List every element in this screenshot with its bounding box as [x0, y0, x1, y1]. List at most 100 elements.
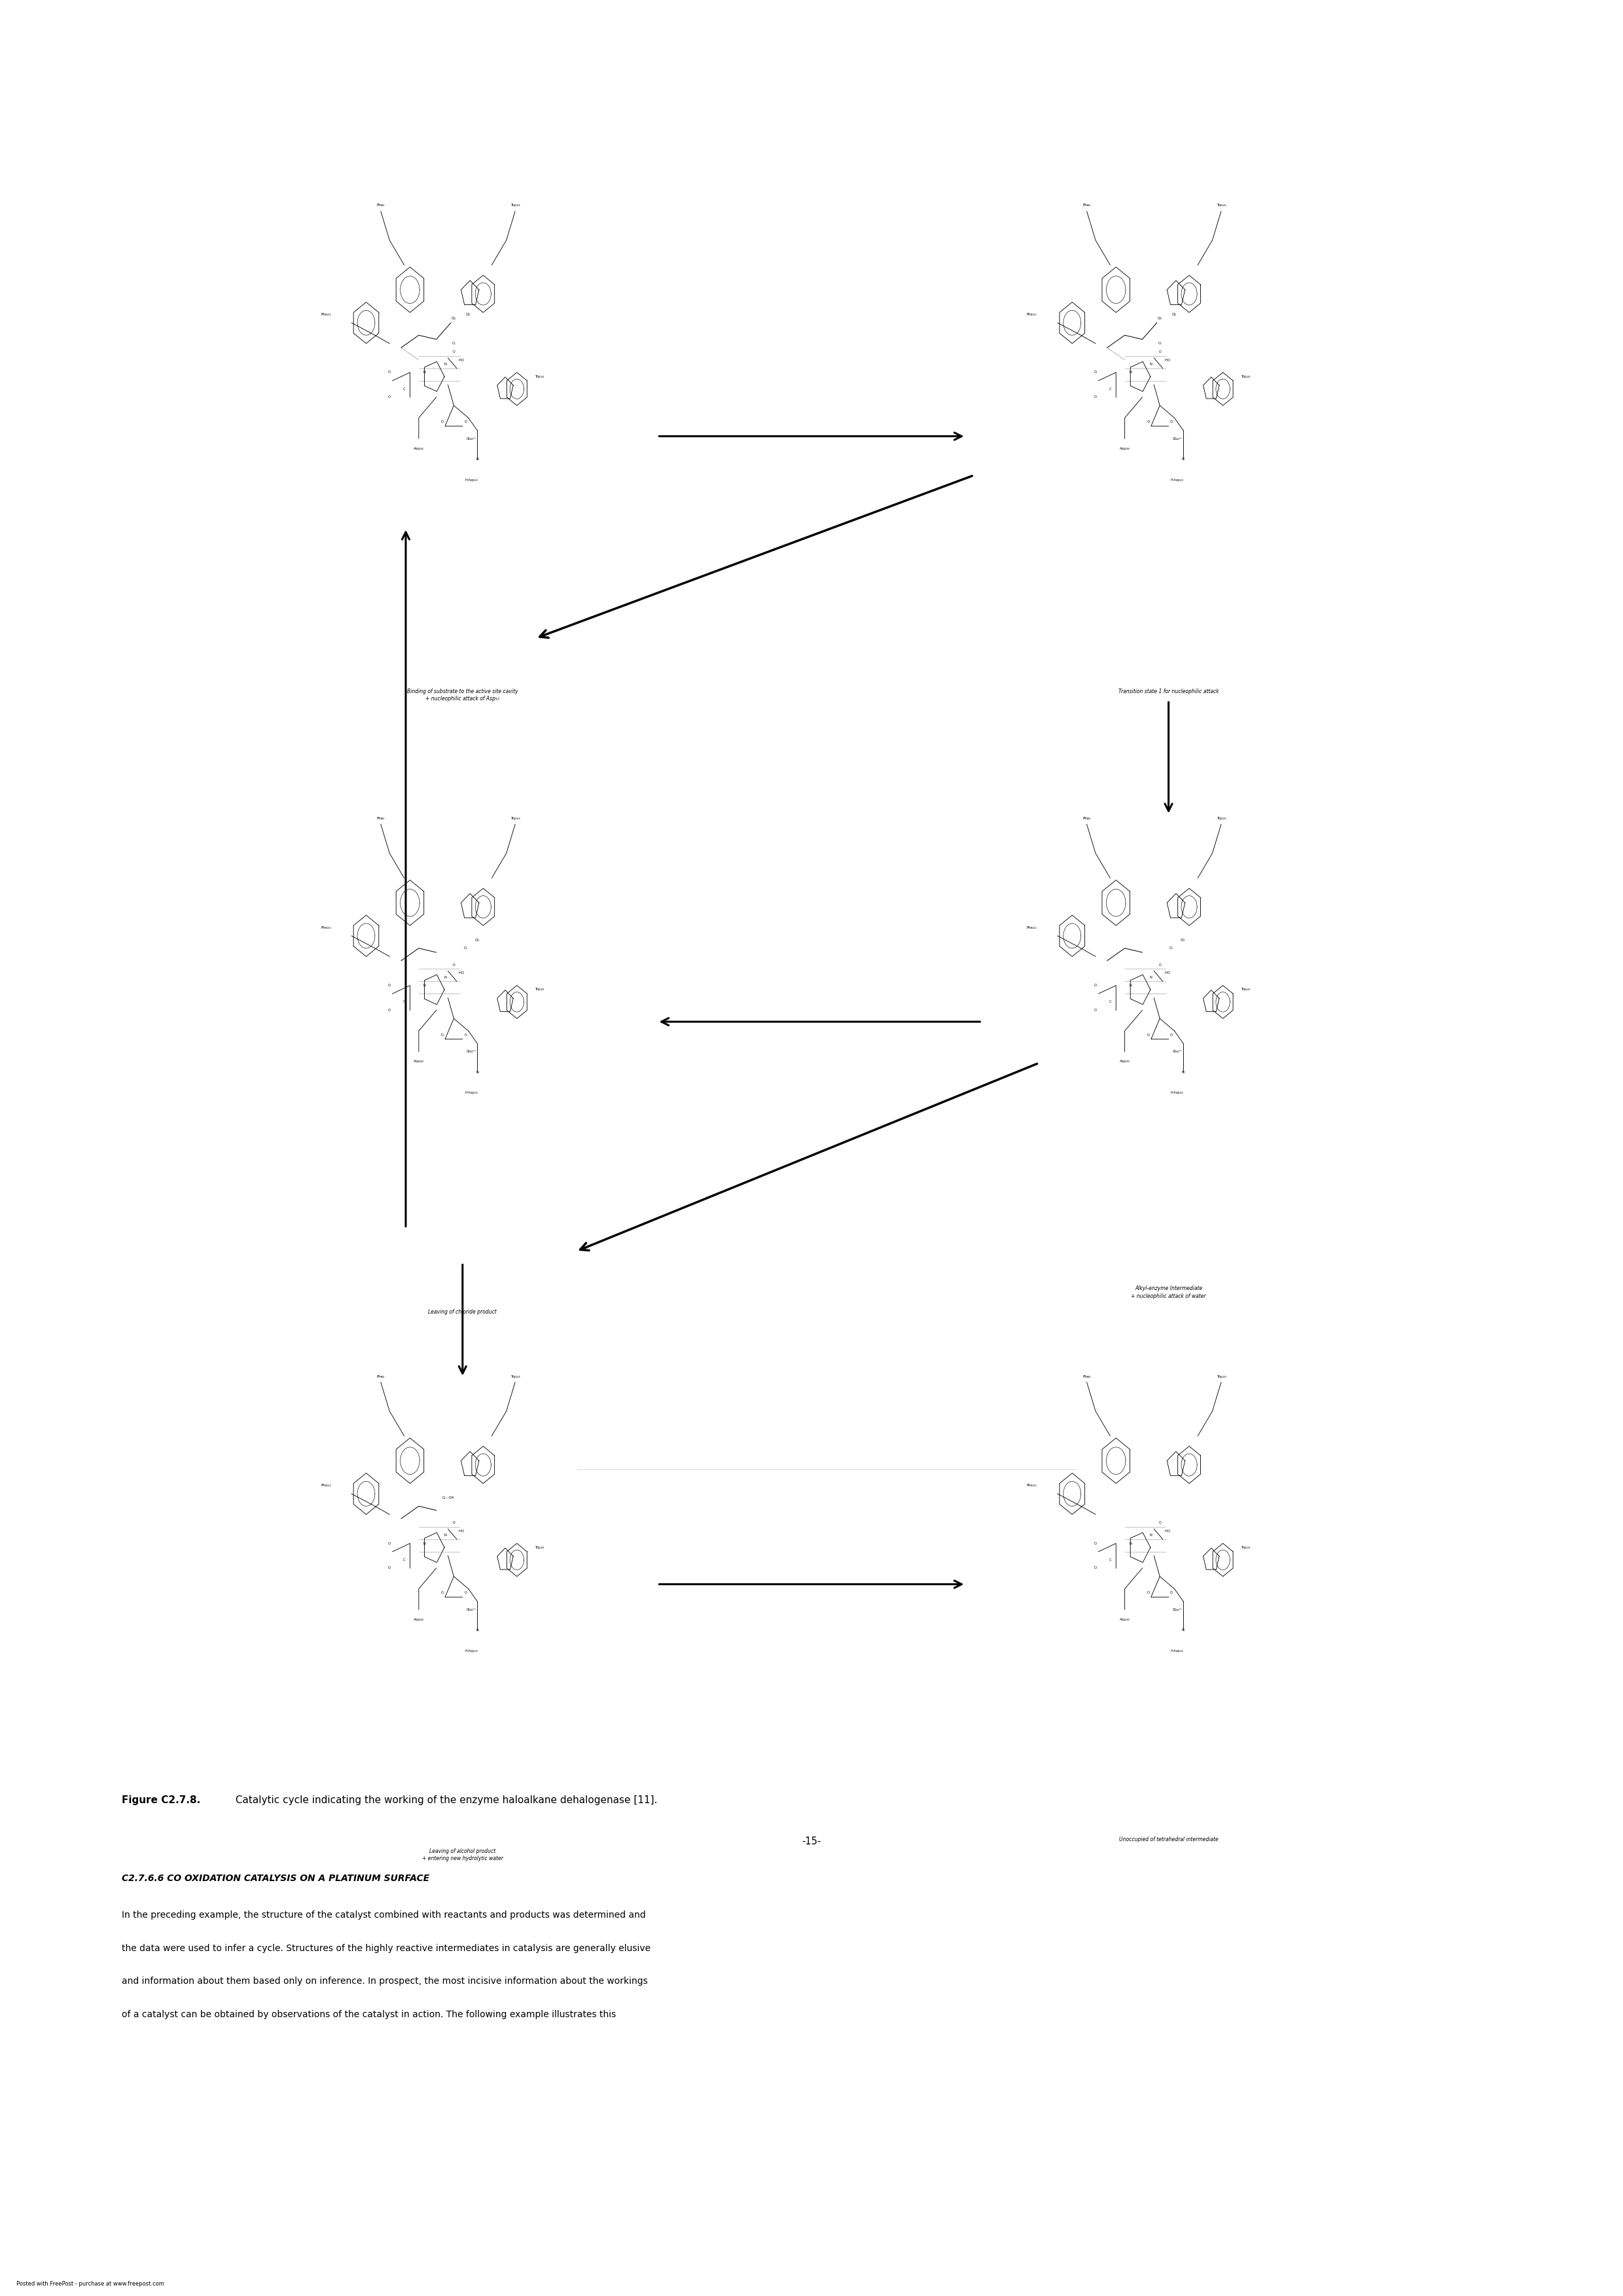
Text: Trp₁₄₃: Trp₁₄₃	[510, 1375, 519, 1378]
Text: Phe₄: Phe₄	[377, 1375, 385, 1378]
Text: N: N	[476, 457, 479, 461]
Text: In the preceding example, the structure of the catalyst combined with reactants : In the preceding example, the structure …	[122, 1910, 646, 1919]
Text: O: O	[1167, 1529, 1170, 1534]
Text: O: O	[1159, 962, 1160, 967]
Text: Unoccupied of tetrahedral intermediate: Unoccupied of tetrahedral intermediate	[1118, 1837, 1219, 1844]
Text: Cl₁: Cl₁	[1182, 939, 1185, 941]
Text: O: O	[1094, 370, 1097, 374]
Text: Asp₂₆₀: Asp₂₆₀	[414, 1061, 424, 1063]
Text: C2.7.6.6 CO OXIDATION CATALYSIS ON A PLATINUM SURFACE: C2.7.6.6 CO OXIDATION CATALYSIS ON A PLA…	[122, 1874, 430, 1883]
Text: N: N	[443, 363, 446, 365]
Text: O: O	[388, 1566, 391, 1570]
Text: Cl₂: Cl₂	[466, 312, 471, 317]
Text: O: O	[461, 971, 464, 976]
Text: N: N	[1182, 1070, 1185, 1075]
Text: Trp₁₄₃: Trp₁₄₃	[536, 987, 545, 992]
Text: O: O	[464, 1033, 467, 1038]
Text: Asp₂₆₀: Asp₂₆₀	[1120, 1061, 1130, 1063]
Text: O: O	[441, 1033, 443, 1038]
Text: O: O	[441, 1591, 443, 1596]
Text: -15-: -15-	[802, 1837, 821, 1846]
Text: C: C	[1109, 1001, 1112, 1003]
Text: O: O	[1170, 1033, 1173, 1038]
Text: N: N	[1182, 1628, 1185, 1632]
Text: Trp₁₄₃: Trp₁₄₃	[510, 817, 519, 820]
Text: Asp₂₆₀: Asp₂₆₀	[1120, 448, 1130, 450]
Text: O: O	[1094, 1566, 1097, 1570]
Text: O: O	[1147, 1591, 1149, 1596]
Text: Transition state 1 for nucleophilic attack: Transition state 1 for nucleophilic atta…	[1118, 689, 1219, 696]
Text: Phe₄: Phe₄	[1083, 204, 1091, 207]
Text: C₁: C₁	[1157, 342, 1162, 344]
Text: O: O	[464, 420, 467, 425]
Text: O: O	[1147, 1033, 1149, 1038]
Text: O: O	[1170, 420, 1173, 425]
Text: O: O	[1167, 971, 1170, 976]
Text: Trp₁₄₃: Trp₁₄₃	[1242, 987, 1251, 992]
Text: O: O	[453, 349, 454, 354]
Text: C: C	[1109, 388, 1112, 390]
Text: Phe₂₁₂: Phe₂₁₂	[321, 1483, 331, 1488]
Text: O: O	[1094, 1008, 1097, 1013]
Text: Trp₁₄₃: Trp₁₄₃	[536, 374, 545, 379]
Text: O: O	[453, 1520, 454, 1525]
Text: Trp₁₄₃: Trp₁₄₃	[1216, 1375, 1225, 1378]
Text: O: O	[388, 1008, 391, 1013]
Text: H: H	[1164, 358, 1167, 363]
Text: N: N	[424, 370, 425, 374]
Text: N: N	[476, 1070, 479, 1075]
Text: Cl₁: Cl₁	[451, 317, 456, 321]
Text: Catalytic cycle indicating the working of the enzyme haloalkane dehalogenase [11: Catalytic cycle indicating the working o…	[232, 1795, 657, 1805]
Text: the data were used to infer a cycle. Structures of the highly reactive intermedi: the data were used to infer a cycle. Str…	[122, 1942, 651, 1952]
Text: Trp₁₄₃: Trp₁₄₃	[536, 1545, 545, 1550]
Text: O: O	[388, 1541, 391, 1545]
Text: Leaving of alcohol product
+ entering new hydrolytic water: Leaving of alcohol product + entering ne…	[422, 1848, 503, 1862]
Text: Phe₄: Phe₄	[377, 817, 385, 820]
Text: O: O	[1094, 1541, 1097, 1545]
Text: O: O	[1170, 1591, 1173, 1596]
Text: Trp₁₄₃: Trp₁₄₃	[1242, 1545, 1251, 1550]
Text: H: H	[1164, 1529, 1167, 1534]
Text: H-Asp₁₂₅: H-Asp₁₂₅	[464, 1649, 477, 1653]
Text: N: N	[1130, 370, 1131, 374]
Text: Glu₂⁶⁰: Glu₂⁶⁰	[1172, 1049, 1182, 1054]
Text: C: C	[403, 388, 406, 390]
Text: O: O	[453, 962, 454, 967]
Text: O: O	[1147, 420, 1149, 425]
Text: N: N	[1130, 1541, 1131, 1545]
Text: Phe₂₁₂: Phe₂₁₂	[1027, 925, 1037, 930]
Text: O: O	[388, 370, 391, 374]
Text: H-Asp₁₂₅: H-Asp₁₂₅	[1170, 1091, 1183, 1095]
Text: Trp₁₄₃: Trp₁₄₃	[1242, 374, 1251, 379]
Text: N: N	[443, 1534, 446, 1536]
Text: Binding of substrate to the active site cavity
+ nucleophilic attack of Asp₅₇: Binding of substrate to the active site …	[407, 689, 518, 703]
Text: N: N	[1149, 1534, 1152, 1536]
Text: C: C	[1109, 1559, 1112, 1561]
Text: O: O	[461, 358, 464, 363]
Text: H-Asp₁₂₅: H-Asp₁₂₅	[464, 478, 477, 482]
Text: O: O	[441, 420, 443, 425]
Text: Asp₂₆₀: Asp₂₆₀	[1120, 1619, 1130, 1621]
Text: N: N	[1182, 457, 1185, 461]
Text: N: N	[1149, 976, 1152, 978]
Text: Phe₂₁₂: Phe₂₁₂	[321, 925, 331, 930]
Text: O: O	[1094, 395, 1097, 400]
Text: N: N	[424, 1541, 425, 1545]
Text: C: C	[403, 1001, 406, 1003]
Text: C₁: C₁	[451, 342, 456, 344]
Text: Alkyl-enzyme Intermediate
+ nucleophilic attack of water: Alkyl-enzyme Intermediate + nucleophilic…	[1131, 1286, 1206, 1300]
Text: Cl₁: Cl₁	[1157, 317, 1162, 321]
Text: Cl₁: Cl₁	[476, 939, 479, 941]
Text: O: O	[461, 1529, 464, 1534]
Text: Figure C2.7.8.: Figure C2.7.8.	[122, 1795, 200, 1805]
Text: Glu₂⁶⁰: Glu₂⁶⁰	[1172, 1607, 1182, 1612]
Text: O: O	[1159, 349, 1160, 354]
Text: O: O	[388, 395, 391, 400]
Text: N: N	[476, 1628, 479, 1632]
Text: Glu₂⁶⁰: Glu₂⁶⁰	[466, 1049, 476, 1054]
Text: O: O	[464, 1591, 467, 1596]
Text: Glu₂⁶⁰: Glu₂⁶⁰	[466, 1607, 476, 1612]
Text: of a catalyst can be obtained by observations of the catalyst in action. The fol: of a catalyst can be obtained by observa…	[122, 2011, 617, 2018]
Text: Trp₁₄₃: Trp₁₄₃	[510, 204, 519, 207]
Text: C: C	[403, 1559, 406, 1561]
